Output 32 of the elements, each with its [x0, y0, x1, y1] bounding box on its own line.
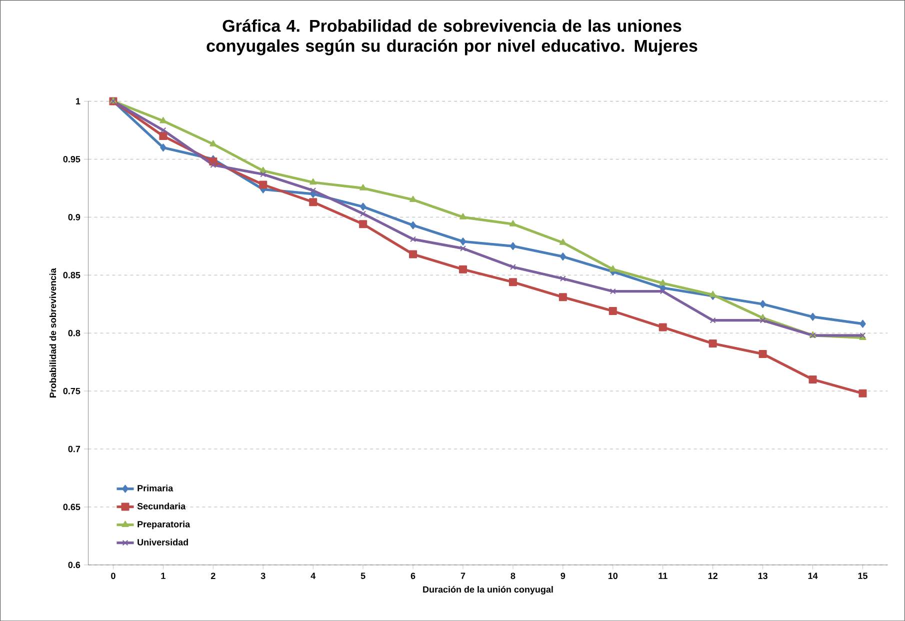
x-tick-label: 2 — [210, 572, 216, 579]
x-tick-label: 15 — [858, 572, 868, 579]
y-tick-label: 0.6 — [68, 562, 80, 568]
x-tick-label: 10 — [608, 572, 618, 579]
x-tick-label: 8 — [510, 572, 516, 579]
y-tick-label: 0.75 — [63, 388, 80, 394]
y-tick-label: 0.85 — [63, 272, 80, 278]
legend-label: Primaria — [138, 484, 174, 492]
x-tick-label: 7 — [460, 572, 466, 579]
y-tick-label: 0.65 — [63, 504, 80, 510]
x-tick-label: 6 — [410, 572, 416, 579]
y-tick-label: 0.7 — [68, 446, 80, 452]
y-tick-label: 0.8 — [68, 330, 80, 336]
x-tick-label: 9 — [560, 572, 566, 579]
legend-label: Preparatoria — [138, 520, 190, 530]
y-axis-title: Probabilidad de sobrevivencia — [49, 268, 56, 398]
x-tick-label: 5 — [360, 572, 366, 579]
legend-label: Secundaria — [137, 502, 186, 510]
legend-label: Universidad — [138, 538, 188, 546]
x-tick-label: 12 — [708, 572, 718, 579]
x-tick-label: 3 — [260, 572, 266, 579]
y-tick-label: 0.9 — [68, 214, 80, 220]
x-tick-label: 13 — [758, 572, 768, 579]
y-tick-label: 0.95 — [63, 156, 80, 162]
x-tick-label: 1 — [161, 572, 166, 579]
x-tick-label: 11 — [658, 572, 668, 579]
x-tick-label: 14 — [808, 572, 818, 579]
chart-title: Gráfica 4. Probabilidad de sobrevivencia de las uniones conyugales según su duración por nivel educativo. Mujeres — [206, 19, 698, 56]
x-tick-label: 4 — [310, 572, 316, 579]
x-axis-title: Duración de la unión conyugal — [423, 586, 553, 594]
y-tick-label: 1 — [76, 98, 80, 104]
x-tick-label: 0 — [111, 572, 116, 579]
